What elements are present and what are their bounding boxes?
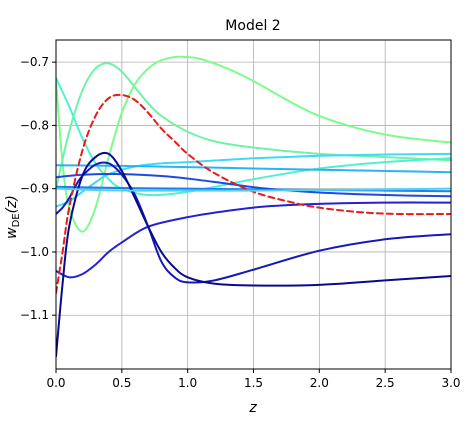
x-tick-label: 1.0: [178, 376, 197, 390]
series-line-4: [56, 152, 451, 208]
series-layer: [56, 55, 451, 358]
chart-title: Model 2: [225, 18, 280, 34]
x-tick-label: 2.5: [376, 376, 395, 390]
series-line-1: [56, 55, 451, 233]
grid: [55, 40, 452, 369]
x-tick-label: 3.0: [441, 376, 460, 390]
y-tick-label: −1.1: [20, 308, 49, 322]
x-tick-label: 0.0: [46, 376, 65, 390]
x-tick-label: 2.0: [310, 376, 329, 390]
series-line-6: [56, 185, 451, 193]
y-axis-label: wDE(z): [4, 195, 22, 239]
series-line-5: [56, 164, 451, 174]
y-tick-label: −0.7: [20, 55, 49, 69]
y-tick-label: −0.9: [20, 182, 49, 196]
series-line-11: [56, 93, 451, 295]
x-tick-label: 0.5: [112, 376, 131, 390]
y-tick-label: −1.0: [20, 245, 49, 259]
y-axis-label-tail: (z): [4, 195, 20, 213]
series-line-2: [56, 62, 451, 190]
y-axis-label-sub: DE: [11, 213, 22, 227]
series-line-3: [56, 76, 451, 197]
x-tick-label: 1.5: [244, 376, 263, 390]
y-tick-label: −0.8: [20, 118, 49, 132]
y-axis-label-main: w: [4, 227, 20, 239]
series-line-7: [56, 173, 451, 198]
series-line-12: [56, 187, 451, 192]
ticks: 0.0 0.5 1.0 1.5 2.0 2.5 3.0 −0.7 −0.8 −0.9 −1.0 −1.…: [20, 55, 461, 390]
x-axis-label: z: [248, 400, 257, 416]
